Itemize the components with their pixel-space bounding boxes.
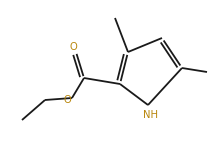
- Text: NH: NH: [143, 110, 158, 120]
- Text: O: O: [63, 95, 71, 105]
- Text: O: O: [69, 42, 77, 52]
